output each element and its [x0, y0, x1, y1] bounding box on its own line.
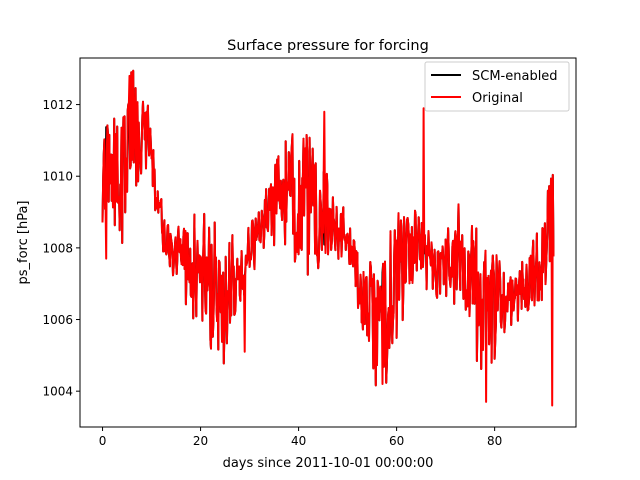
legend: SCM-enabled Original: [424, 61, 570, 112]
y-tick-label: 1006: [42, 313, 73, 327]
y-axis-label: ps_forc [hPa]: [16, 201, 31, 285]
chart-title: Surface pressure for forcing: [227, 38, 429, 54]
legend-label-original: Original: [472, 91, 523, 106]
y-tick-label: 1010: [42, 170, 73, 184]
x-tick-label: 60: [389, 434, 404, 448]
legend-label-scm: SCM-enabled: [472, 69, 558, 84]
x-axis-label: days since 2011-10-01 00:00:00: [223, 456, 434, 471]
y-axis: 1004 1006 1008 1010 1012: [42, 98, 80, 399]
x-tick-label: 20: [193, 434, 208, 448]
y-tick-label: 1004: [42, 385, 73, 399]
series-line-original: [101, 69, 555, 407]
x-axis: 0 20 40 60 80: [99, 427, 502, 448]
y-tick-label: 1008: [42, 241, 73, 255]
x-tick-label: 80: [487, 434, 502, 448]
series-layer: [101, 69, 555, 407]
x-tick-label: 0: [99, 434, 107, 448]
plot-frame: [79, 57, 577, 428]
y-tick-label: 1012: [42, 98, 73, 112]
x-tick-label: 40: [291, 434, 306, 448]
